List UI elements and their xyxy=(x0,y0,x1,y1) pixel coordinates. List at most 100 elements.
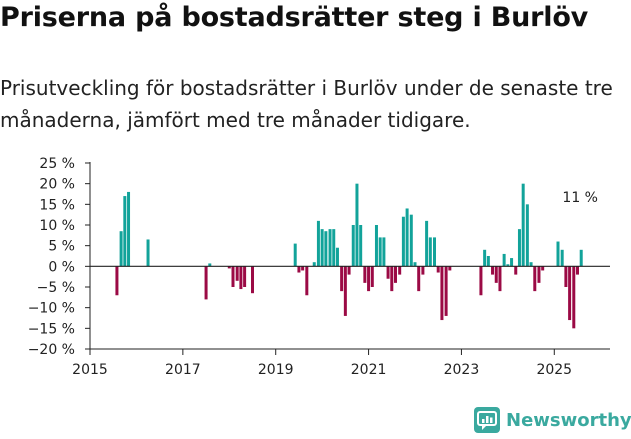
y-tick-label: 25 % xyxy=(39,156,75,172)
bar xyxy=(386,266,390,279)
bar xyxy=(421,266,425,275)
bar xyxy=(521,183,525,267)
y-tick-label: 20 % xyxy=(39,177,75,193)
y-tick-label: 10 % xyxy=(39,218,75,234)
bar xyxy=(417,266,421,292)
bar xyxy=(425,220,429,267)
bar xyxy=(428,237,432,267)
bar xyxy=(401,216,405,267)
bar xyxy=(382,237,386,267)
bar xyxy=(359,225,363,267)
bar xyxy=(301,266,305,271)
bar xyxy=(533,266,537,292)
bar xyxy=(355,183,359,267)
brand-logo: Newsworthy xyxy=(474,407,631,433)
bar xyxy=(347,266,351,275)
bar xyxy=(436,266,440,273)
x-tick-label: 2025 xyxy=(536,362,572,378)
bar xyxy=(378,237,382,267)
bar xyxy=(235,266,239,281)
bar xyxy=(119,231,123,267)
bar xyxy=(127,191,131,267)
bar-chart: 25 % 20 % 15 % 10 % 5 % 0 % −5 % −10 % −15 % −20 … xyxy=(28,156,610,378)
bar xyxy=(413,262,417,267)
bar xyxy=(204,266,208,300)
bar xyxy=(579,249,583,267)
bar xyxy=(227,266,231,269)
bar xyxy=(483,249,487,267)
bar xyxy=(398,266,402,275)
x-tick-label: 2021 xyxy=(351,362,387,378)
bar xyxy=(394,266,397,283)
bar xyxy=(510,258,514,267)
bar xyxy=(541,266,545,271)
bar xyxy=(529,262,533,267)
bar xyxy=(312,262,316,267)
bar xyxy=(491,266,495,275)
bar xyxy=(363,266,367,283)
bar xyxy=(293,243,297,267)
bar xyxy=(564,266,568,287)
y-tick-label: −20 % xyxy=(28,342,75,358)
bar xyxy=(568,266,572,321)
y-tick-label: −10 % xyxy=(28,301,75,317)
bar xyxy=(351,225,355,267)
chart-title: Priserna på bostadsrätter steg i Burlöv xyxy=(0,2,589,33)
bar xyxy=(525,204,529,267)
x-tick-label: 2019 xyxy=(258,362,294,378)
bar xyxy=(537,266,541,283)
brand-name: Newsworthy xyxy=(506,409,631,431)
bar xyxy=(231,266,235,287)
bar xyxy=(514,266,518,275)
y-tick-label: −15 % xyxy=(28,321,75,337)
bar xyxy=(239,266,243,290)
bar xyxy=(517,229,521,267)
chart-subtitle: Prisutveckling för bostadsrätter i Burlö… xyxy=(0,76,613,132)
bar xyxy=(433,237,436,267)
bar xyxy=(444,266,448,316)
bar xyxy=(332,229,336,267)
bar xyxy=(560,249,564,267)
bar xyxy=(576,266,579,275)
bar xyxy=(494,266,498,283)
bar xyxy=(448,266,452,271)
bar xyxy=(367,266,371,292)
bar xyxy=(409,214,413,267)
y-tick-label: 0 % xyxy=(48,259,75,275)
y-tick-label: 5 % xyxy=(48,239,75,255)
bar xyxy=(572,266,576,329)
bar xyxy=(486,256,490,267)
bar xyxy=(440,266,444,321)
bar xyxy=(343,266,347,316)
bar xyxy=(502,253,506,267)
x-tick-label: 2015 xyxy=(72,362,108,378)
bar xyxy=(340,266,344,292)
y-tick-label: −5 % xyxy=(37,280,75,296)
bar xyxy=(405,208,409,267)
bar xyxy=(374,225,378,267)
last-value-annotation: 11 % xyxy=(562,190,598,206)
bar xyxy=(297,266,301,273)
bar xyxy=(498,266,502,292)
bar xyxy=(479,266,483,296)
bar xyxy=(316,220,320,267)
bar xyxy=(324,231,328,267)
bar xyxy=(123,196,127,267)
bar xyxy=(506,264,510,267)
bar xyxy=(208,263,212,267)
bar xyxy=(370,266,374,287)
bar xyxy=(335,247,339,267)
bar xyxy=(115,266,119,296)
bar xyxy=(243,266,247,287)
x-tick-label: 2017 xyxy=(165,362,201,378)
bar xyxy=(320,229,324,267)
bar xyxy=(146,239,150,267)
bar xyxy=(390,266,394,292)
y-tick-label: 15 % xyxy=(39,197,75,213)
x-tick-label: 2023 xyxy=(444,362,480,378)
bar xyxy=(305,266,309,296)
bar xyxy=(556,241,560,267)
bar xyxy=(328,229,332,267)
newsworthy-logo-icon xyxy=(474,407,500,433)
bar xyxy=(251,266,254,294)
